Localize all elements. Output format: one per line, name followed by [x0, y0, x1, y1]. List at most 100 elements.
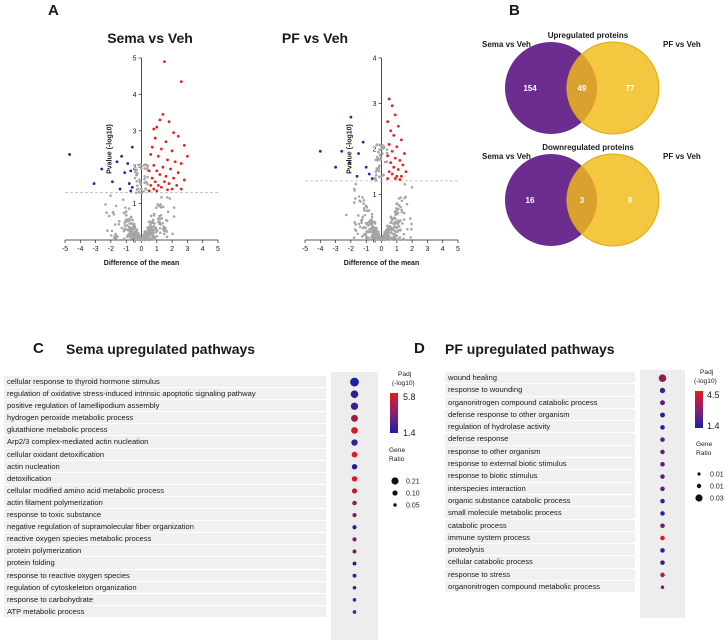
nonsignificant-point: [117, 219, 121, 223]
upregulated-point: [398, 158, 402, 162]
nonsignificant-point: [379, 156, 383, 159]
nonsignificant-point: [156, 217, 160, 221]
upregulated-point: [399, 138, 403, 142]
nonsignificant-point: [402, 232, 406, 236]
nonsignificant-point: [140, 191, 144, 194]
nonsignificant-point: [135, 229, 138, 232]
nonsignificant-point: [354, 197, 357, 200]
nonsignificant-point: [370, 234, 374, 237]
nonsignificant-point: [123, 224, 127, 227]
downregulated-point: [349, 115, 353, 119]
nonsignificant-point: [133, 165, 137, 169]
nonsignificant-point: [375, 168, 379, 172]
sema-legend-padj-subtitle: (-log10): [392, 380, 415, 387]
nonsignificant-point: [392, 237, 395, 240]
pathway-label: wound healing: [445, 372, 635, 385]
nonsignificant-point: [377, 167, 381, 170]
nonsignificant-point: [144, 236, 148, 240]
pathway-dot: [352, 561, 357, 566]
upregulated-point: [182, 178, 186, 182]
pathway-label: response to other organism: [445, 445, 635, 459]
nonsignificant-point: [370, 238, 373, 241]
nonsignificant-point: [154, 206, 158, 210]
upregulated-point: [155, 169, 159, 173]
nonsignificant-point: [396, 211, 400, 215]
nonsignificant-point: [362, 202, 365, 205]
nonsignificant-point: [378, 153, 382, 157]
downregulated-point: [127, 182, 131, 185]
nonsignificant-point: [136, 237, 140, 241]
nonsignificant-point: [345, 213, 348, 217]
nonsignificant-point: [153, 222, 156, 225]
nonsignificant-point: [138, 178, 141, 181]
x-tick-label: -3: [332, 246, 338, 253]
pathway-label: response to toxic substance: [4, 509, 326, 522]
nonsignificant-point: [149, 221, 153, 225]
upregulated-point: [182, 143, 186, 147]
pathway-label: interspecies interaction: [445, 482, 635, 495]
upregulated-point: [179, 80, 183, 84]
nonsignificant-point: [403, 182, 407, 186]
upregulated-point: [393, 177, 397, 180]
nonsignificant-point: [153, 237, 157, 241]
nonsignificant-point: [131, 218, 134, 222]
volcano-sema-title: Sema vs Veh: [107, 30, 193, 46]
nonsignificant-point: [376, 232, 380, 235]
downregulated-point: [129, 169, 133, 173]
nonsignificant-point: [128, 228, 132, 232]
pathway-label: defense response: [445, 433, 635, 446]
upregulated-point: [152, 163, 156, 167]
nonsignificant-point: [392, 235, 396, 238]
x-tick-label: -2: [108, 246, 114, 253]
nonsignificant-point: [133, 176, 137, 180]
gene-ratio-legend-label: 0.05: [406, 503, 420, 510]
nonsignificant-point: [149, 227, 152, 230]
nonsignificant-point: [357, 195, 361, 198]
pathway-dot: [660, 412, 665, 418]
nonsignificant-point: [381, 236, 385, 239]
x-tick-label: 5: [216, 246, 220, 253]
upregulated-point: [398, 178, 402, 181]
nonsignificant-point: [111, 210, 115, 214]
pathway-dot: [658, 374, 667, 382]
nonsignificant-point: [365, 221, 369, 225]
nonsignificant-point: [151, 218, 155, 222]
pathway-label: cellular oxidant detoxification: [4, 448, 326, 461]
pathway-label: protein polymerization: [4, 545, 326, 558]
downregulated-point: [347, 161, 351, 165]
nonsignificant-point: [123, 221, 127, 224]
nonsignificant-point: [383, 160, 387, 164]
nonsignificant-point: [121, 238, 124, 242]
upregulated-point: [169, 167, 172, 171]
nonsignificant-point: [143, 175, 146, 178]
venn-down-left-label: Sema vs Veh: [482, 152, 531, 161]
pathway-dot: [660, 498, 665, 504]
nonsignificant-point: [372, 226, 375, 230]
nonsignificant-point: [148, 232, 152, 236]
upregulated-point: [155, 125, 159, 129]
pathway-dot: [351, 439, 358, 446]
nonsignificant-point: [162, 226, 166, 230]
pathway-label: organonitrogen compound catabolic proces…: [445, 396, 635, 409]
nonsignificant-point: [165, 235, 169, 239]
nonsignificant-point: [132, 235, 135, 238]
venn-up-left-label: Sema vs Veh: [482, 40, 531, 49]
x-tick-label: 4: [201, 246, 205, 253]
pf-pathways-title: PF upregulated pathways: [445, 341, 615, 357]
nonsignificant-point: [112, 213, 116, 216]
pathway-dot: [660, 535, 665, 541]
nonsignificant-point: [158, 226, 162, 230]
x-tick-label: 4: [441, 246, 445, 253]
pf-label-column: wound healing response to wounding organon…: [445, 372, 635, 594]
nonsignificant-point: [105, 211, 108, 215]
nonsignificant-point: [388, 227, 392, 231]
nonsignificant-point: [163, 228, 166, 232]
nonsignificant-point: [396, 228, 400, 232]
nonsignificant-point: [385, 151, 389, 155]
nonsignificant-point: [146, 182, 149, 186]
y-tick-label: 5: [133, 56, 137, 63]
volcano-pf-chart: 0 1 2 3 4 -5 -4 -3 -2 -1 0 1 2 3 4 5 Difference of the m…: [302, 56, 460, 268]
nonsignificant-point: [396, 207, 400, 211]
nonsignificant-point: [360, 221, 363, 225]
nonsignificant-point: [114, 204, 118, 208]
